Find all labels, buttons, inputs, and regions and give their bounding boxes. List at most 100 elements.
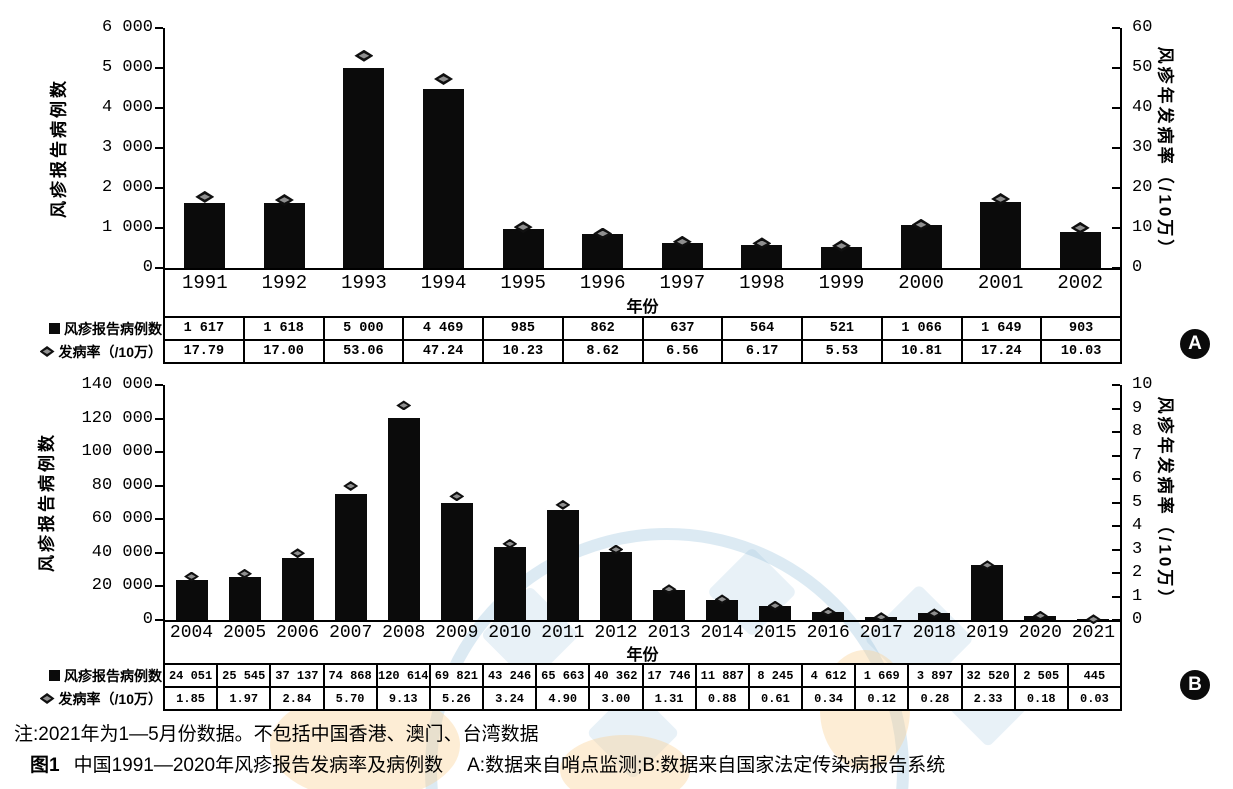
panel-a-y2-tick-label: 40 <box>1132 98 1153 117</box>
panel-b-y2-tick <box>1112 501 1120 504</box>
panel-b-table-cell: 8 245 <box>749 665 801 686</box>
panel-a-rate-marker <box>1070 221 1090 234</box>
panel-a-table-cell: 5 000 <box>324 318 403 339</box>
panel-b-y-tick-label: 100 000 <box>81 442 153 462</box>
panel-a-table-row-label-cases: 风疹报告病例数 <box>4 318 162 339</box>
panel-a-y-tick-label: 3 000 <box>101 138 153 157</box>
panel-b-y-tick <box>155 484 163 487</box>
panel-a-left-axis-title: 风疹报告病例数 <box>49 78 69 218</box>
panel-b-bar <box>546 509 579 620</box>
panel-b-y-tick-label: 60 000 <box>91 509 153 529</box>
panel-a-rate-marker <box>991 193 1011 206</box>
panel-b-x-tick-label: 2013 <box>647 623 691 643</box>
panel-b-x-tick-label: 2005 <box>222 623 267 643</box>
panel-a-y2-tick <box>1112 267 1120 269</box>
panel-b-table-cell: 65 663 <box>537 665 589 686</box>
panel-a-right-axis-title: 风疹年发病率（/10万） <box>1155 46 1175 260</box>
panel-a-y2-tick <box>1112 67 1120 69</box>
panel-b-data-table: 24 051 25 545 37 137 74 868 120 614 69 821 43 … <box>163 663 1122 711</box>
panel-b-rate-marker <box>820 607 836 617</box>
panel-a-x-axis-line <box>163 268 1122 270</box>
panel-b-table-cell: 1.97 <box>218 688 270 709</box>
figure-caption-detail: A:数据来自哨点监测;B:数据来自国家法定传染病报告系统 <box>467 755 946 776</box>
panel-a-x-tick-label: 2000 <box>898 272 944 294</box>
panel-b-rate-marker <box>343 481 359 492</box>
panel-b-y-tick <box>155 518 163 521</box>
row-label-text: 风疹报告病例数 <box>64 320 162 337</box>
panel-b-table-cell: 3.24 <box>484 688 536 709</box>
panel-a-y-tick-label: 2 000 <box>101 178 153 197</box>
panel-b-table-cell: 69 821 <box>430 665 482 686</box>
bar-legend-icon <box>49 670 60 681</box>
panel-a-y2-tick-label: 50 <box>1132 58 1153 77</box>
panel-b-table-cell: 0.28 <box>909 688 961 709</box>
panel-b-rate-marker <box>555 499 571 510</box>
panel-b-x-tick-label: 2020 <box>1018 623 1062 643</box>
panel-a-rate-marker <box>434 73 454 86</box>
panel-b-x-tick-label: 2006 <box>276 623 320 643</box>
panel-b-rate-marker <box>714 594 730 605</box>
panel-a-table-cell: 1 617 <box>165 318 243 339</box>
panel-b-right-axis-title: 风疹年发病率（/10万） <box>1155 396 1175 610</box>
panel-a-y-tick-label: 4 000 <box>101 98 153 117</box>
panel-b-x-tick-label: 2019 <box>965 623 1009 643</box>
panel-b-y-tick <box>155 551 163 554</box>
panel-b-left-axis-title: 风疹报告病例数 <box>37 432 57 572</box>
panel-a-x-tick-label: 1998 <box>739 272 785 294</box>
panel-a-x-tick-label: 1997 <box>659 272 706 294</box>
panel-b-y-tick <box>155 619 163 621</box>
panel-a-y2-tick-label: 60 <box>1132 18 1153 37</box>
panel-b-bar <box>759 606 792 620</box>
panel-b-x-tick-label: 2009 <box>435 623 479 643</box>
panel-a-table-cell: 10.81 <box>882 341 961 362</box>
panel-a-left-spine <box>163 28 165 316</box>
panel-a-rate-marker <box>593 227 613 240</box>
panel-b-bar <box>440 502 473 620</box>
panel-a-rate-marker <box>672 235 692 248</box>
panel-b-y-tick-label: 120 000 <box>81 408 153 428</box>
panel-b-rate-marker <box>290 548 306 559</box>
panel-b-y2-tick <box>1112 619 1120 621</box>
panel-a-table-cell: 10.03 <box>1042 341 1120 362</box>
panel-b-y2-tick <box>1112 478 1120 480</box>
panel-a-x-tick-label: 1999 <box>818 272 865 294</box>
panel-a-bar <box>423 89 465 268</box>
panel-b-left-spine <box>163 385 165 663</box>
panel-a-table-cell: 862 <box>563 318 642 339</box>
panel-b-table-row-label-cases: 风疹报告病例数 <box>4 665 162 686</box>
panel-a-bar <box>263 203 305 268</box>
panel-b-rate-marker <box>661 584 677 595</box>
panel-b-bar <box>387 417 420 620</box>
panel-a-right-spine <box>1120 28 1122 316</box>
panel-b-table-cell: 4.90 <box>537 688 589 709</box>
diamond-legend-icon <box>39 693 55 704</box>
panel-b-y2-tick <box>1112 572 1120 574</box>
panel-a-y-tick <box>155 267 163 269</box>
panel-b-table-cell: 1 669 <box>856 665 908 686</box>
panel-b-y2-tick-label: 0 <box>1132 610 1143 629</box>
panel-b-y2-tick-label: 8 <box>1132 422 1143 441</box>
panel-a-rate-marker <box>831 239 851 252</box>
panel-b-y2-tick <box>1112 431 1120 433</box>
panel-a-table-cell: 53.06 <box>324 341 403 362</box>
panel-a-badge: A <box>1180 329 1210 359</box>
panel-a-table-cell: 17.00 <box>244 341 323 362</box>
diamond-legend-icon <box>39 346 55 357</box>
panel-b-table-cell: 5.70 <box>324 688 376 709</box>
panel-a-table-cell: 521 <box>803 318 881 339</box>
panel-b-y-tick <box>155 585 163 588</box>
panel-a-bar <box>820 247 862 268</box>
figure-caption-title: 中国1991—2020年风疹报告发病率及病例数 <box>73 755 444 776</box>
panel-b-rate-marker <box>608 544 624 555</box>
panel-b-x-tick-label: 2004 <box>169 623 214 643</box>
panel-a-table-cell: 47.24 <box>404 341 482 362</box>
panel-a-y-tick-label: 1 000 <box>101 218 153 237</box>
panel-b-rate-marker <box>873 612 889 623</box>
panel-b-y2-tick <box>1112 384 1120 386</box>
panel-b-bar <box>175 579 208 620</box>
figure-note: 注:2021年为1—5月份数据。不包括中国香港、澳门、台湾数据 <box>14 724 539 745</box>
panel-b-y2-tick-label: 7 <box>1132 445 1143 465</box>
panel-a-bar <box>343 68 385 268</box>
